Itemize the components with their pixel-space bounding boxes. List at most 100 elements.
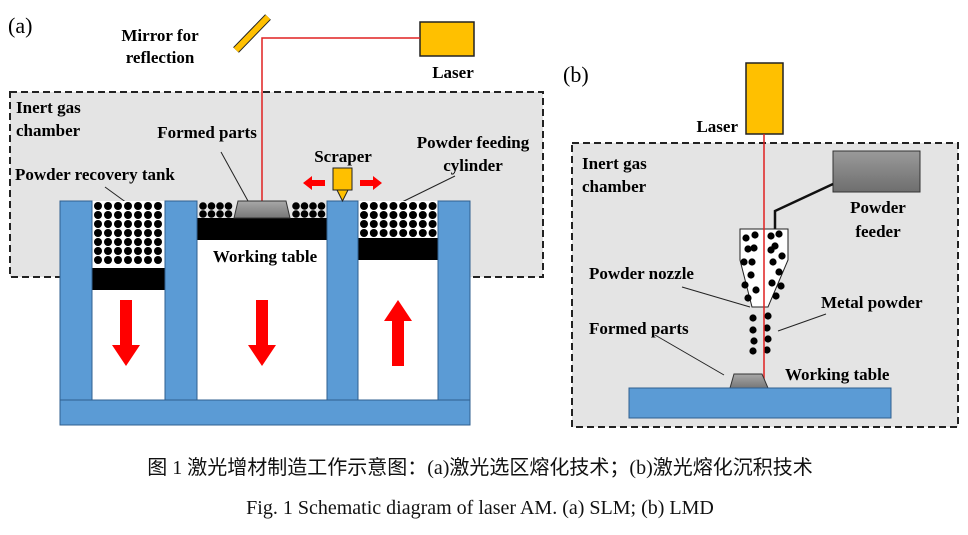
powder-particle	[399, 211, 408, 219]
powder-particle	[742, 234, 750, 242]
powder-particle	[389, 202, 398, 210]
powder-particle	[369, 211, 378, 219]
powder-particle	[740, 258, 748, 266]
powder-feeder	[832, 150, 921, 193]
cylinder-walls	[59, 200, 471, 426]
powder-particle	[399, 220, 408, 228]
powder-particle	[751, 231, 759, 239]
powder-particle	[154, 202, 162, 210]
powder-particle	[114, 229, 122, 237]
powder-particle	[114, 247, 122, 255]
powder-particle	[134, 202, 142, 210]
powder-particle	[750, 337, 758, 345]
scraper-label: Scraper	[314, 147, 372, 166]
powder-particle	[744, 294, 752, 302]
powder-particle	[747, 271, 755, 279]
powder-particle	[379, 202, 388, 210]
mirror	[233, 14, 271, 53]
arrow-down-icon	[248, 300, 276, 366]
powder-particle	[409, 202, 417, 210]
leader-line	[399, 175, 456, 204]
caption-english: Fig. 1 Schematic diagram of laser AM. (a…	[246, 497, 714, 519]
powder-particle	[216, 210, 224, 218]
powder-particle	[764, 312, 772, 320]
powder-bed	[94, 202, 437, 264]
powder-particle	[777, 282, 785, 290]
chamber-label: Inert gas	[582, 154, 647, 173]
leader-line	[654, 334, 725, 376]
mirror-label: Mirror for	[121, 26, 199, 45]
panel-b-tag: (b)	[563, 62, 589, 87]
powder-particle	[94, 247, 102, 255]
feed-piston	[358, 238, 438, 260]
powder-particle	[763, 346, 771, 354]
powder-particle	[768, 279, 776, 287]
powder-particle	[94, 229, 102, 237]
powder-particle	[750, 244, 758, 252]
powder-feeder-label: Powder	[850, 198, 906, 217]
laser-beam	[261, 37, 420, 201]
panel-a-tag: (a)	[8, 13, 32, 38]
metal-powder	[740, 230, 786, 355]
powder-particle	[309, 210, 317, 218]
powder-particle	[224, 210, 233, 218]
powder-particle	[428, 220, 437, 228]
powder-particle	[369, 229, 378, 237]
powder-particle	[144, 202, 152, 210]
powder-particle	[144, 238, 152, 246]
powder-particle	[154, 211, 162, 219]
powder-particle	[428, 229, 437, 237]
powder-particle	[744, 245, 752, 253]
powder-particle	[216, 202, 224, 210]
powder-particle	[752, 286, 760, 294]
powder-particle	[124, 229, 132, 237]
recovery-tank-label: Powder recovery tank	[15, 165, 175, 184]
powder-particle	[114, 202, 122, 210]
laser-label: Laser	[696, 117, 738, 136]
powder-particle	[104, 211, 112, 219]
powder-particle	[144, 247, 152, 255]
formed-parts-label: Formed parts	[589, 319, 689, 338]
working-table-label: Working table	[213, 247, 318, 266]
powder-particle	[748, 258, 756, 266]
laser-label: Laser	[432, 63, 474, 82]
powder-particle	[772, 292, 780, 300]
powder-particle	[134, 220, 142, 228]
powder-particle	[749, 326, 757, 334]
powder-particle	[154, 220, 162, 228]
formed-part	[729, 373, 769, 389]
powder-particle	[104, 202, 112, 210]
powder-particle	[418, 229, 427, 237]
powder-particle	[379, 220, 388, 228]
powder-particle	[369, 220, 378, 228]
powder-particle	[399, 229, 408, 237]
powder-particle	[144, 211, 152, 219]
leader-line	[681, 286, 751, 308]
powder-particle	[124, 238, 132, 246]
powder-particle	[741, 281, 749, 289]
powder-particle	[300, 202, 309, 210]
powder-particle	[94, 238, 102, 246]
powder-particle	[360, 229, 368, 237]
powder-particle	[199, 202, 207, 210]
working-table-label: Working table	[785, 365, 890, 384]
powder-particle	[360, 211, 368, 219]
powder-particle	[389, 229, 398, 237]
nozzle-label: Powder nozzle	[589, 264, 694, 283]
laser-source	[419, 21, 475, 57]
arrow-right-icon	[360, 176, 382, 190]
powder-particle	[360, 202, 368, 210]
powder-particle	[144, 229, 152, 237]
powder-particle	[154, 256, 162, 264]
powder-particle	[767, 232, 775, 240]
powder-particle	[292, 202, 300, 210]
powder-particle	[399, 202, 408, 210]
scraper	[332, 167, 353, 191]
powder-particle	[409, 229, 417, 237]
powder-particle	[199, 210, 207, 218]
powder-particle	[409, 220, 417, 228]
feed-tube	[773, 182, 834, 230]
powder-particle	[114, 220, 122, 228]
